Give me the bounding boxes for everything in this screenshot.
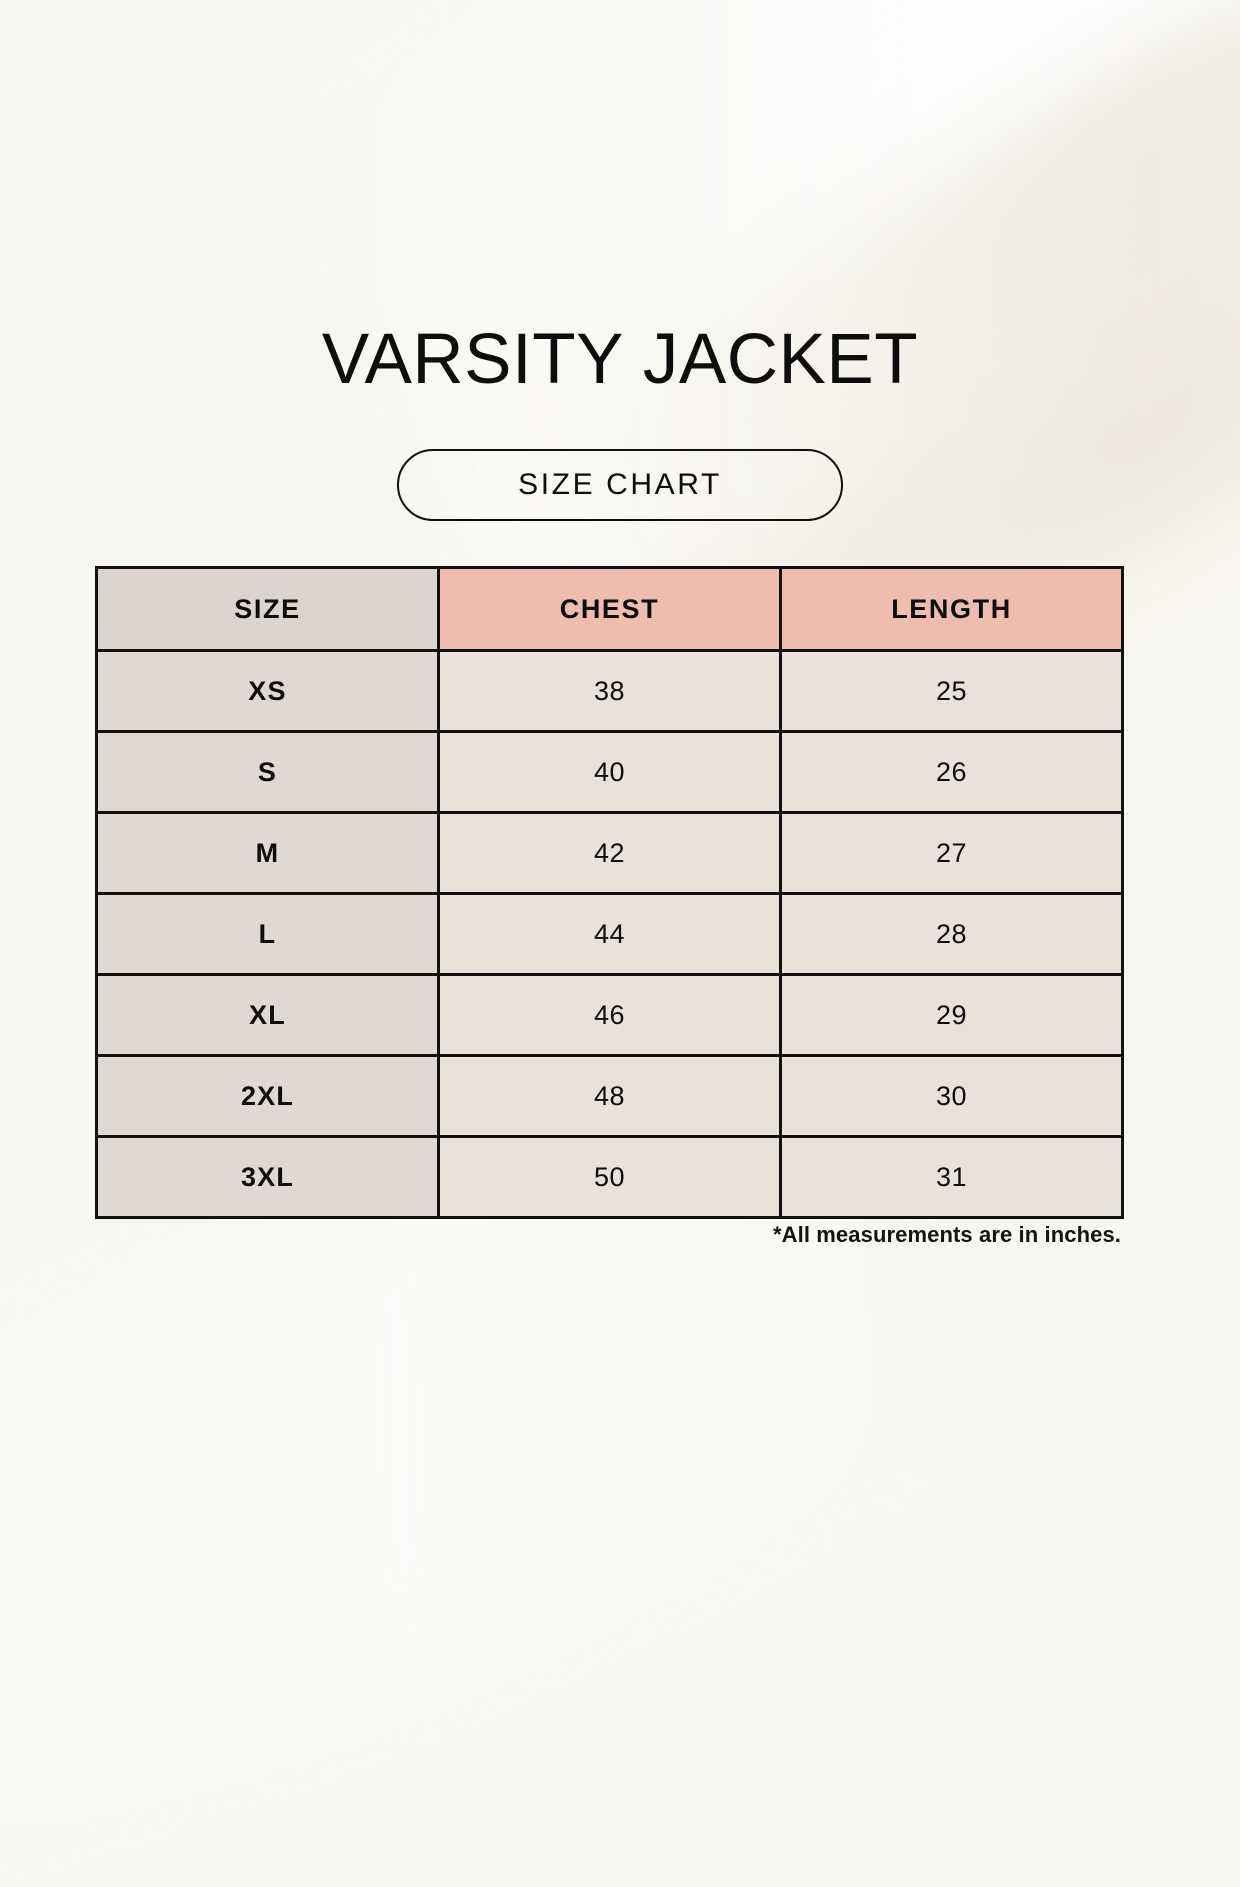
cell-size: 2XL (95, 1054, 440, 1138)
cell-size: XS (95, 649, 440, 733)
table-body: XS 38 25 S 40 26 M 42 27 L 44 28 XL 46 (95, 649, 1124, 1219)
size-chart-table: SIZE CHEST LENGTH XS 38 25 S 40 26 M 42 … (95, 566, 1124, 1219)
cell-length: 31 (779, 1135, 1124, 1219)
cell-size: L (95, 892, 440, 976)
table-row: L 44 28 (95, 892, 1124, 976)
cell-chest: 40 (437, 730, 782, 814)
cell-chest: 50 (437, 1135, 782, 1219)
page-title: VARSITY JACKET (321, 320, 919, 399)
measurement-unit-note: *All measurements are in inches. (772, 1222, 1121, 1247)
size-chart-page: VARSITY JACKET SIZE CHART SIZE CHEST LEN… (0, 320, 1240, 1247)
cell-size: 3XL (95, 1135, 440, 1219)
column-header-length: LENGTH (779, 566, 1124, 652)
cell-length: 25 (779, 649, 1124, 733)
cell-length: 26 (779, 730, 1124, 814)
cell-size: XL (95, 973, 440, 1057)
table-header-row: SIZE CHEST LENGTH (95, 566, 1124, 652)
cell-length: 29 (779, 973, 1124, 1057)
cell-size: M (95, 811, 440, 895)
table-row: XS 38 25 (95, 649, 1124, 733)
column-header-size: SIZE (95, 566, 440, 652)
table-row: S 40 26 (95, 730, 1124, 814)
cell-size: S (95, 730, 440, 814)
cell-chest: 44 (437, 892, 782, 976)
table-row: M 42 27 (95, 811, 1124, 895)
table-header: SIZE CHEST LENGTH (95, 566, 1124, 652)
cell-chest: 48 (437, 1054, 782, 1138)
cell-chest: 38 (437, 649, 782, 733)
cell-chest: 42 (437, 811, 782, 895)
column-header-chest: CHEST (437, 566, 782, 652)
size-chart-badge: SIZE CHART (397, 449, 843, 521)
cell-length: 28 (779, 892, 1124, 976)
cell-length: 30 (779, 1054, 1124, 1138)
table-row: 3XL 50 31 (95, 1135, 1124, 1219)
cell-chest: 46 (437, 973, 782, 1057)
badge-container: SIZE CHART (0, 449, 1240, 521)
table-row: XL 46 29 (95, 973, 1124, 1057)
cell-length: 27 (779, 811, 1124, 895)
table-row: 2XL 48 30 (95, 1054, 1124, 1138)
